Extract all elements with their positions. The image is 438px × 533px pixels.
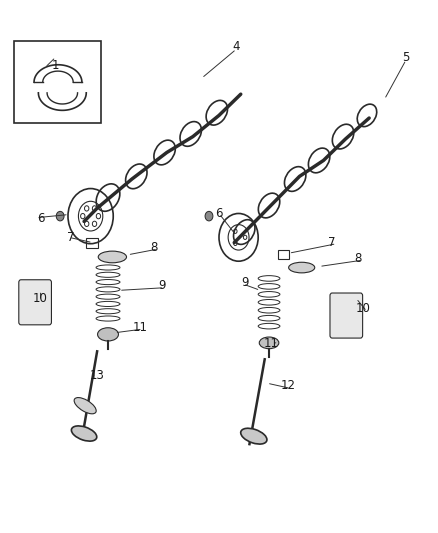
Ellipse shape bbox=[241, 429, 267, 444]
Circle shape bbox=[205, 212, 213, 221]
Text: 8: 8 bbox=[355, 252, 362, 265]
FancyBboxPatch shape bbox=[19, 280, 51, 325]
Text: 1: 1 bbox=[52, 59, 60, 71]
Bar bbox=[86, 238, 99, 248]
Text: 6: 6 bbox=[215, 207, 223, 220]
Text: 7: 7 bbox=[328, 236, 336, 249]
Ellipse shape bbox=[259, 337, 279, 349]
Text: 13: 13 bbox=[90, 369, 105, 382]
Circle shape bbox=[56, 212, 64, 221]
Bar bbox=[278, 250, 289, 259]
Ellipse shape bbox=[98, 251, 127, 263]
Ellipse shape bbox=[74, 398, 96, 414]
Text: 12: 12 bbox=[281, 379, 296, 392]
Ellipse shape bbox=[98, 328, 118, 341]
FancyBboxPatch shape bbox=[330, 293, 363, 338]
Bar bbox=[14, 41, 102, 123]
Text: 6: 6 bbox=[37, 212, 44, 225]
Text: 10: 10 bbox=[33, 292, 48, 305]
Ellipse shape bbox=[71, 426, 97, 441]
Text: 7: 7 bbox=[67, 231, 75, 244]
Text: 9: 9 bbox=[241, 276, 249, 289]
Text: 8: 8 bbox=[150, 241, 157, 254]
Ellipse shape bbox=[289, 262, 315, 273]
Text: 11: 11 bbox=[133, 321, 148, 334]
Text: 10: 10 bbox=[355, 302, 370, 316]
Text: 4: 4 bbox=[233, 40, 240, 53]
Text: 9: 9 bbox=[159, 279, 166, 292]
Text: 11: 11 bbox=[264, 337, 279, 350]
Text: 5: 5 bbox=[403, 51, 410, 63]
